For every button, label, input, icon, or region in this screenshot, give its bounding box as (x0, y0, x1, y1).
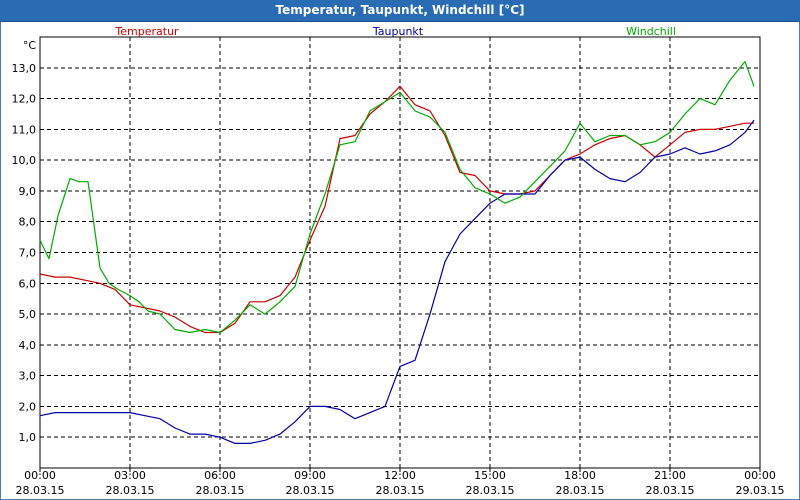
x-tick-time: 06:00 (204, 469, 236, 482)
y-tick-label: 11,0 (12, 123, 37, 136)
y-tick-label: 4,0 (19, 339, 37, 352)
x-tick-time: 15:00 (474, 469, 506, 482)
y-tick-label: 9,0 (19, 185, 37, 198)
grid (40, 37, 760, 468)
y-tick-label: 2,0 (19, 400, 37, 413)
x-tick-date: 28.03.15 (196, 484, 245, 497)
series-line-taupunkt (39, 119, 755, 444)
x-tick-time: 00:00 (24, 469, 56, 482)
axes (39, 36, 761, 472)
x-tick-date: 28.03.15 (556, 484, 605, 497)
y-tick-label: 7,0 (19, 247, 37, 260)
y-tick-labels: 1,0 2,0 3,0 4,0 5,0 6,0 7,0 8,0 9,0 10,0 11,0 12,0 1… (12, 39, 37, 444)
x-tick-date: 28.03.15 (466, 484, 515, 497)
x-tick-time: 21:00 (654, 469, 686, 482)
y-tick-label: 5,0 (19, 308, 37, 321)
plot-area-border (39, 36, 761, 469)
y-tick-label: 8,0 (19, 216, 37, 229)
x-tick-time: 03:00 (114, 469, 146, 482)
x-tick-date: 28.03.15 (376, 484, 425, 497)
x-tick-date: 28.03.15 (286, 484, 335, 497)
chart-title: Temperatur, Taupunkt, Windchill [°C] (0, 0, 800, 22)
x-tick-time: 00:00 (744, 469, 776, 482)
x-tick-labels: 00:00 28.03.15 03:00 28.03.15 06:00 28.03.15 0… (16, 469, 785, 497)
y-tick-label: 3,0 (19, 370, 37, 383)
x-tick-time: 12:00 (384, 469, 416, 482)
series-line-temperatur (39, 85, 754, 334)
legend-entry-windchill: Windchill (626, 25, 676, 38)
x-tick-time: 09:00 (294, 469, 326, 482)
y-tick-label: 1,0 (19, 431, 37, 444)
series-lines (39, 60, 755, 444)
y-tick-label: 13,0 (12, 62, 37, 75)
x-tick-date: 28.03.15 (106, 484, 155, 497)
y-tick-label: 12,0 (12, 93, 37, 106)
x-tick-date: 29.03.15 (736, 484, 785, 497)
x-tick-date: 28.03.15 (16, 484, 65, 497)
legend: Temperatur Taupunkt Windchill (114, 25, 676, 38)
legend-entry-taupunkt: Taupunkt (372, 25, 424, 38)
x-tick-date: 28.03.15 (646, 484, 695, 497)
y-axis-unit: °C (23, 39, 37, 52)
y-tick-label: 6,0 (19, 277, 37, 290)
series-line-windchill (39, 60, 755, 334)
legend-entry-temperatur: Temperatur (114, 25, 179, 38)
x-tick-time: 18:00 (564, 469, 596, 482)
y-tick-label: 10,0 (12, 154, 37, 167)
